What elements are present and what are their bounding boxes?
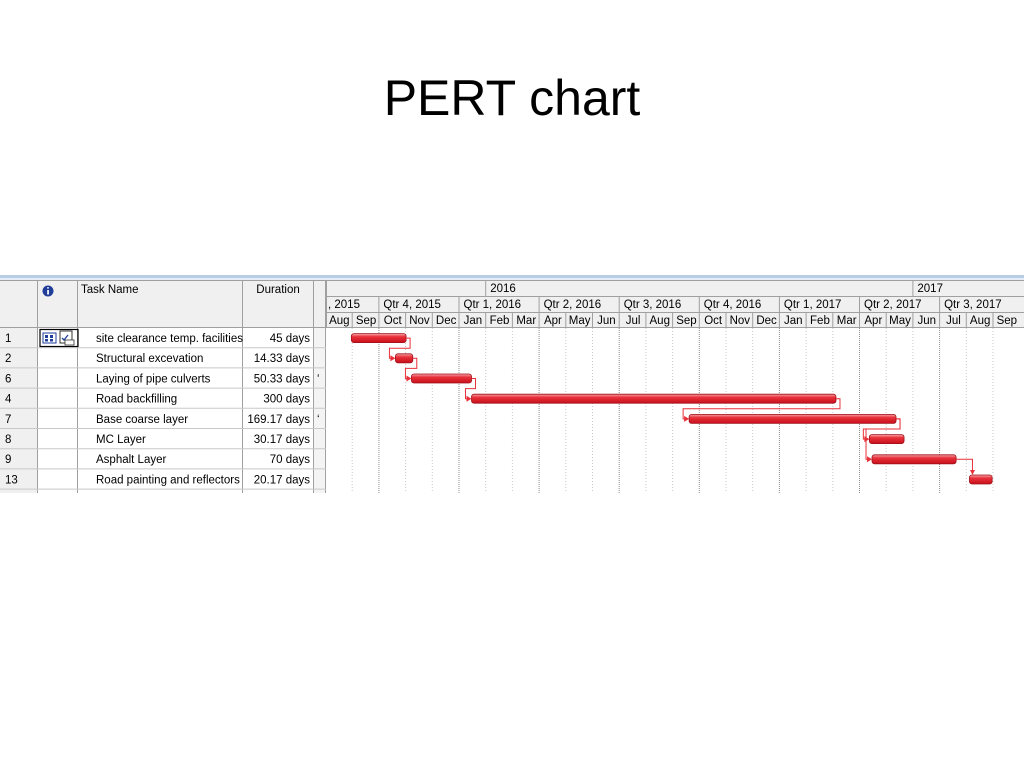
timescale-month: Aug bbox=[329, 315, 349, 327]
row-id: 4 bbox=[5, 394, 12, 406]
timescale-month: Apr bbox=[544, 315, 562, 327]
info-icon-dot bbox=[47, 287, 49, 289]
slide-title: PERT chart bbox=[383, 70, 641, 126]
timescale-quarter: Qtr 2, 2016 bbox=[544, 299, 602, 311]
timescale-month: Jul bbox=[946, 315, 961, 327]
timescale-month: Jan bbox=[464, 315, 483, 327]
timescale-month: Sep bbox=[676, 315, 696, 327]
dependency-arrow bbox=[390, 355, 396, 362]
timescale-month: Oct bbox=[384, 315, 403, 327]
timescale-month: Jun bbox=[597, 315, 616, 327]
timescale-year: 2017 bbox=[917, 283, 943, 295]
row-marker: ‘ bbox=[317, 414, 320, 426]
top-border bbox=[0, 275, 1024, 278]
row-id: 2 bbox=[5, 353, 11, 365]
timescale-month: Feb bbox=[810, 315, 830, 327]
dependency-arrow bbox=[684, 415, 690, 422]
task-indicator-icon bbox=[39, 328, 79, 348]
task-duration: 45 days bbox=[270, 333, 311, 345]
dependency-link bbox=[865, 418, 901, 460]
timescale-month: Jan bbox=[784, 315, 803, 327]
info-icon-stem bbox=[47, 290, 49, 295]
task-duration: 30.17 days bbox=[254, 434, 311, 446]
task-duration: 50.33 days bbox=[254, 373, 311, 385]
column-header-duration: Duration bbox=[256, 284, 299, 296]
task-name: Structural excevation bbox=[96, 353, 203, 365]
task-name: Base coarse layer bbox=[96, 414, 188, 426]
timescale-quarter: Qtr 4, 2015 bbox=[383, 299, 441, 311]
indicator-frame bbox=[39, 328, 79, 348]
gantt-bar bbox=[350, 333, 407, 343]
timescale-month: Apr bbox=[864, 315, 882, 327]
task-name: MC Layer bbox=[96, 434, 146, 446]
row-marker: ‘ bbox=[317, 373, 320, 385]
timescale-month: May bbox=[889, 315, 911, 327]
timescale-month: Jul bbox=[626, 315, 641, 327]
dependency-link bbox=[388, 337, 411, 359]
timescale-quarter: Qtr 3, 2017 bbox=[944, 299, 1002, 311]
gantt-bar bbox=[969, 474, 993, 485]
task-duration: 14.33 days bbox=[254, 353, 311, 365]
row-id: 1 bbox=[5, 333, 11, 345]
indicator-calendar bbox=[42, 332, 57, 344]
timescale-month: Mar bbox=[837, 315, 857, 327]
timescale-quarter: Qtr 1, 2017 bbox=[784, 299, 842, 311]
gantt-bar bbox=[871, 454, 957, 465]
timescale-month: Nov bbox=[730, 315, 751, 327]
dependency-arrow bbox=[466, 395, 472, 402]
task-duration: 20.17 days bbox=[254, 474, 311, 486]
gantt-bar bbox=[868, 434, 905, 445]
gantt-bar bbox=[688, 413, 897, 424]
task-name: Road painting and reflectors bbox=[96, 474, 240, 486]
timescale-month: Oct bbox=[704, 315, 723, 327]
dependency-arrow bbox=[406, 375, 412, 382]
timescale-month: Feb bbox=[490, 315, 510, 327]
timescale-month: Mar bbox=[516, 315, 536, 327]
timescale-month: Sep bbox=[997, 315, 1017, 327]
timescale-quarter: , 2015 bbox=[328, 299, 360, 311]
timescale-month: Jun bbox=[917, 315, 936, 327]
dependency-arrow bbox=[969, 470, 975, 475]
gantt-svg: Task Name Duration 1 site clearance temp. f… bbox=[0, 275, 1024, 493]
dependency-link bbox=[682, 398, 841, 420]
timescale-year: 2016 bbox=[490, 283, 516, 295]
gantt-bar bbox=[411, 373, 472, 384]
timescale-quarter: Qtr 2, 2017 bbox=[864, 299, 922, 311]
row-id: 7 bbox=[5, 414, 11, 426]
gantt-bar bbox=[395, 353, 414, 364]
timescale-month: May bbox=[569, 315, 591, 327]
dependency-link bbox=[956, 458, 973, 473]
timescale-quarter: Qtr 3, 2016 bbox=[624, 299, 682, 311]
column-header-task-name: Task Name bbox=[81, 284, 139, 296]
dependency-link bbox=[404, 357, 418, 379]
timescale-quarter: Qtr 4, 2016 bbox=[704, 299, 762, 311]
task-name: site clearance temp. facilities bbox=[96, 333, 243, 345]
row-id: 9 bbox=[5, 454, 11, 466]
task-name: Laying of pipe culverts bbox=[96, 373, 211, 385]
info-icon bbox=[42, 285, 54, 297]
dependency-arrow bbox=[867, 456, 873, 463]
row-id: 6 bbox=[5, 373, 11, 385]
timescale-month: Aug bbox=[650, 315, 670, 327]
task-name: Road backfilling bbox=[96, 394, 177, 406]
task-duration: 300 days bbox=[263, 394, 310, 406]
row-id: 13 bbox=[5, 474, 18, 486]
gantt-chart: Task Name Duration 1 site clearance temp. f… bbox=[0, 275, 1024, 493]
timescale-quarter: Qtr 1, 2016 bbox=[464, 299, 522, 311]
dependency-link bbox=[465, 378, 477, 400]
task-duration: 169.17 days bbox=[247, 414, 310, 426]
task-name: Asphalt Layer bbox=[96, 454, 166, 466]
gantt-bar bbox=[471, 393, 837, 404]
timescale-month: Nov bbox=[409, 315, 430, 327]
timescale-month: Sep bbox=[356, 315, 376, 327]
timescale-month: Aug bbox=[970, 315, 990, 327]
row-id: 8 bbox=[5, 434, 11, 446]
timescale-month: Dec bbox=[756, 315, 777, 327]
task-duration: 70 days bbox=[270, 454, 311, 466]
timescale-month: Dec bbox=[436, 315, 457, 327]
